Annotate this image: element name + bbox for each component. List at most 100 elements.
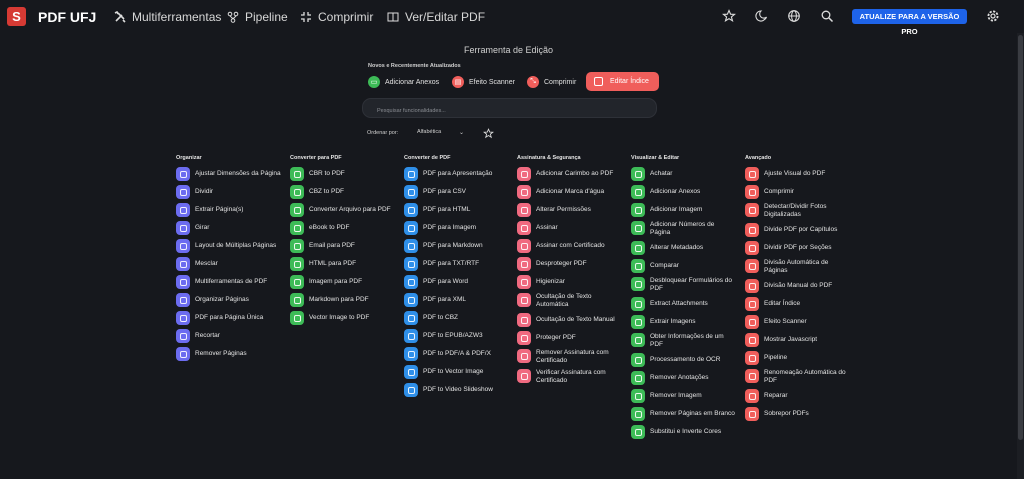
tool-item[interactable]: PDF para Markdown bbox=[404, 239, 509, 253]
recent-chip-efeito-scanner[interactable]: ▤ Efeito Scanner bbox=[452, 73, 515, 91]
tool-item[interactable]: Extract Attachments bbox=[631, 297, 736, 311]
tool-item[interactable]: Alterar Metadados bbox=[631, 241, 736, 255]
recent-chip-comprimir[interactable]: ⤡ Comprimir bbox=[527, 73, 576, 91]
recent-chip-editar-indice[interactable]: Editar Índice bbox=[586, 72, 659, 91]
tool-item[interactable]: Processamento de OCR bbox=[631, 353, 736, 367]
tool-item[interactable]: Obter Informações de um PDF bbox=[631, 333, 736, 349]
nav-pipeline[interactable]: Pipeline bbox=[227, 7, 288, 26]
tool-item[interactable]: Ajuste Visual do PDF bbox=[745, 167, 850, 181]
nav-comprimir[interactable]: Comprimir bbox=[300, 7, 373, 26]
tool-item[interactable]: PDF to EPUB/AZW3 bbox=[404, 329, 509, 343]
tool-item[interactable]: Extrair Página(s) bbox=[176, 203, 281, 217]
tool-item[interactable]: Dividir bbox=[176, 185, 281, 199]
tool-item[interactable]: eBook to PDF bbox=[290, 221, 395, 235]
tool-item[interactable]: Achatar bbox=[631, 167, 736, 181]
tool-item[interactable]: Remover Imagem bbox=[631, 389, 736, 403]
tool-item[interactable]: Adicionar Imagem bbox=[631, 203, 736, 217]
tool-item[interactable]: Desbloquear Formulários do PDF bbox=[631, 277, 736, 293]
app-logo[interactable]: S bbox=[7, 7, 26, 26]
tool-item[interactable]: Divisão Automática de Páginas bbox=[745, 259, 850, 275]
tool-item[interactable]: Ocultação de Texto Manual bbox=[517, 313, 622, 327]
tool-item[interactable]: Dividir PDF por Seções bbox=[745, 241, 850, 255]
tool-item[interactable]: Recortar bbox=[176, 329, 281, 343]
tool-item[interactable]: Converter Arquivo para PDF bbox=[290, 203, 395, 217]
tool-item[interactable]: CBZ to PDF bbox=[290, 185, 395, 199]
tool-item[interactable]: Layout de Múltiplas Páginas bbox=[176, 239, 281, 253]
tool-item[interactable]: Remover Páginas bbox=[176, 347, 281, 361]
search-input[interactable] bbox=[375, 107, 649, 115]
tool-item[interactable]: Desproteger PDF bbox=[517, 257, 622, 271]
tool-item[interactable]: Verificar Assinatura com Certificado bbox=[517, 369, 622, 385]
scrollbar-thumb[interactable] bbox=[1018, 35, 1023, 440]
tool-item[interactable]: Comparar bbox=[631, 259, 736, 273]
tool-item[interactable]: PDF para XML bbox=[404, 293, 509, 307]
search-icon[interactable] bbox=[820, 9, 834, 23]
tool-item[interactable]: PDF para TXT/RTF bbox=[404, 257, 509, 271]
scrollbar[interactable] bbox=[1017, 33, 1024, 479]
tool-label: Ocultação de Texto Manual bbox=[536, 316, 615, 323]
tool-item[interactable]: PDF para Imagem bbox=[404, 221, 509, 235]
tool-item[interactable]: Vector Image to PDF bbox=[290, 311, 395, 325]
tool-item[interactable]: Higienizar bbox=[517, 275, 622, 289]
tool-item[interactable]: Extrair Imagens bbox=[631, 315, 736, 329]
tool-item[interactable]: Proteger PDF bbox=[517, 331, 622, 345]
tool-item[interactable]: Mesclar bbox=[176, 257, 281, 271]
tool-icon bbox=[745, 407, 759, 421]
tool-icon bbox=[290, 293, 304, 307]
tool-item[interactable]: PDF para Word bbox=[404, 275, 509, 289]
nav-label: Ver/Editar PDF bbox=[405, 9, 486, 24]
tool-item[interactable]: Adicionar Anexos bbox=[631, 185, 736, 199]
tool-item[interactable]: Email para PDF bbox=[290, 239, 395, 253]
favorites-star-icon[interactable] bbox=[483, 128, 494, 139]
recent-chip-adicionar-anexos[interactable]: ▭ Adicionar Anexos bbox=[368, 73, 439, 91]
tool-item[interactable]: Efeito Scanner bbox=[745, 315, 850, 329]
tool-item[interactable]: Remover Anotações bbox=[631, 371, 736, 385]
tool-item[interactable]: Ajustar Dimensões da Página bbox=[176, 167, 281, 181]
tool-item[interactable]: Adicionar Números de Página bbox=[631, 221, 736, 237]
tool-item[interactable]: Remover Páginas em Branco bbox=[631, 407, 736, 421]
sort-select[interactable]: Alfabética ⌄ bbox=[417, 129, 467, 139]
tool-item[interactable]: PDF para CSV bbox=[404, 185, 509, 199]
tool-item[interactable]: Detectar/Dividir Fotos Digitalizadas bbox=[745, 203, 850, 219]
tool-item[interactable]: PDF to Vector Image bbox=[404, 365, 509, 379]
star-icon[interactable] bbox=[722, 9, 736, 23]
tool-item[interactable]: CBR to PDF bbox=[290, 167, 395, 181]
moon-icon[interactable] bbox=[755, 9, 769, 23]
tool-item[interactable]: Adicionar Marca d'água bbox=[517, 185, 622, 199]
tool-item[interactable]: PDF to Video Slideshow bbox=[404, 383, 509, 397]
tool-item[interactable]: PDF para HTML bbox=[404, 203, 509, 217]
tool-item[interactable]: Alterar Permissões bbox=[517, 203, 622, 217]
tool-item[interactable]: Ocultação de Texto Automática bbox=[517, 293, 622, 309]
tool-item[interactable]: Assinar com Certificado bbox=[517, 239, 622, 253]
tool-item[interactable]: PDF para Apresentação bbox=[404, 167, 509, 181]
tool-item[interactable]: Girar bbox=[176, 221, 281, 235]
tool-item[interactable]: Renomeação Automática do PDF bbox=[745, 369, 850, 385]
nav-multiferramentas[interactable]: Multiferramentas bbox=[114, 7, 221, 26]
tool-item[interactable]: PDF to CBZ bbox=[404, 311, 509, 325]
tool-item[interactable]: Remover Assinatura com Certificado bbox=[517, 349, 622, 365]
tool-item[interactable]: Markdown para PDF bbox=[290, 293, 395, 307]
tool-item[interactable]: Adicionar Carimbo ao PDF bbox=[517, 167, 622, 181]
app-title[interactable]: PDF UFJ bbox=[38, 9, 97, 25]
tool-item[interactable]: Assinar bbox=[517, 221, 622, 235]
tool-item[interactable]: Pipeline bbox=[745, 351, 850, 365]
tool-item[interactable]: Divide PDF por Capítulos bbox=[745, 223, 850, 237]
tool-item[interactable]: HTML para PDF bbox=[290, 257, 395, 271]
tool-item[interactable]: Sobrepor PDFs bbox=[745, 407, 850, 421]
tool-item[interactable]: Editar Índice bbox=[745, 297, 850, 311]
tool-icon bbox=[176, 347, 190, 361]
tool-item[interactable]: Substitui e Inverte Cores bbox=[631, 425, 736, 439]
tool-item[interactable]: Comprimir bbox=[745, 185, 850, 199]
globe-icon[interactable] bbox=[787, 9, 801, 23]
tool-item[interactable]: PDF para Página Única bbox=[176, 311, 281, 325]
tool-item[interactable]: Divisão Manual do PDF bbox=[745, 279, 850, 293]
nav-ver-editar[interactable]: Ver/Editar PDF bbox=[387, 7, 485, 26]
tool-item[interactable]: Mostrar Javascript bbox=[745, 333, 850, 347]
gear-icon[interactable] bbox=[986, 9, 1000, 23]
upgrade-button[interactable]: ATUALIZE PARA A VERSÃO PRO bbox=[852, 9, 967, 36]
tool-item[interactable]: Organizar Páginas bbox=[176, 293, 281, 307]
tool-item[interactable]: PDF to PDF/A & PDF/X bbox=[404, 347, 509, 361]
tool-item[interactable]: Multiferramentas de PDF bbox=[176, 275, 281, 289]
tool-item[interactable]: Reparar bbox=[745, 389, 850, 403]
tool-item[interactable]: Imagem para PDF bbox=[290, 275, 395, 289]
